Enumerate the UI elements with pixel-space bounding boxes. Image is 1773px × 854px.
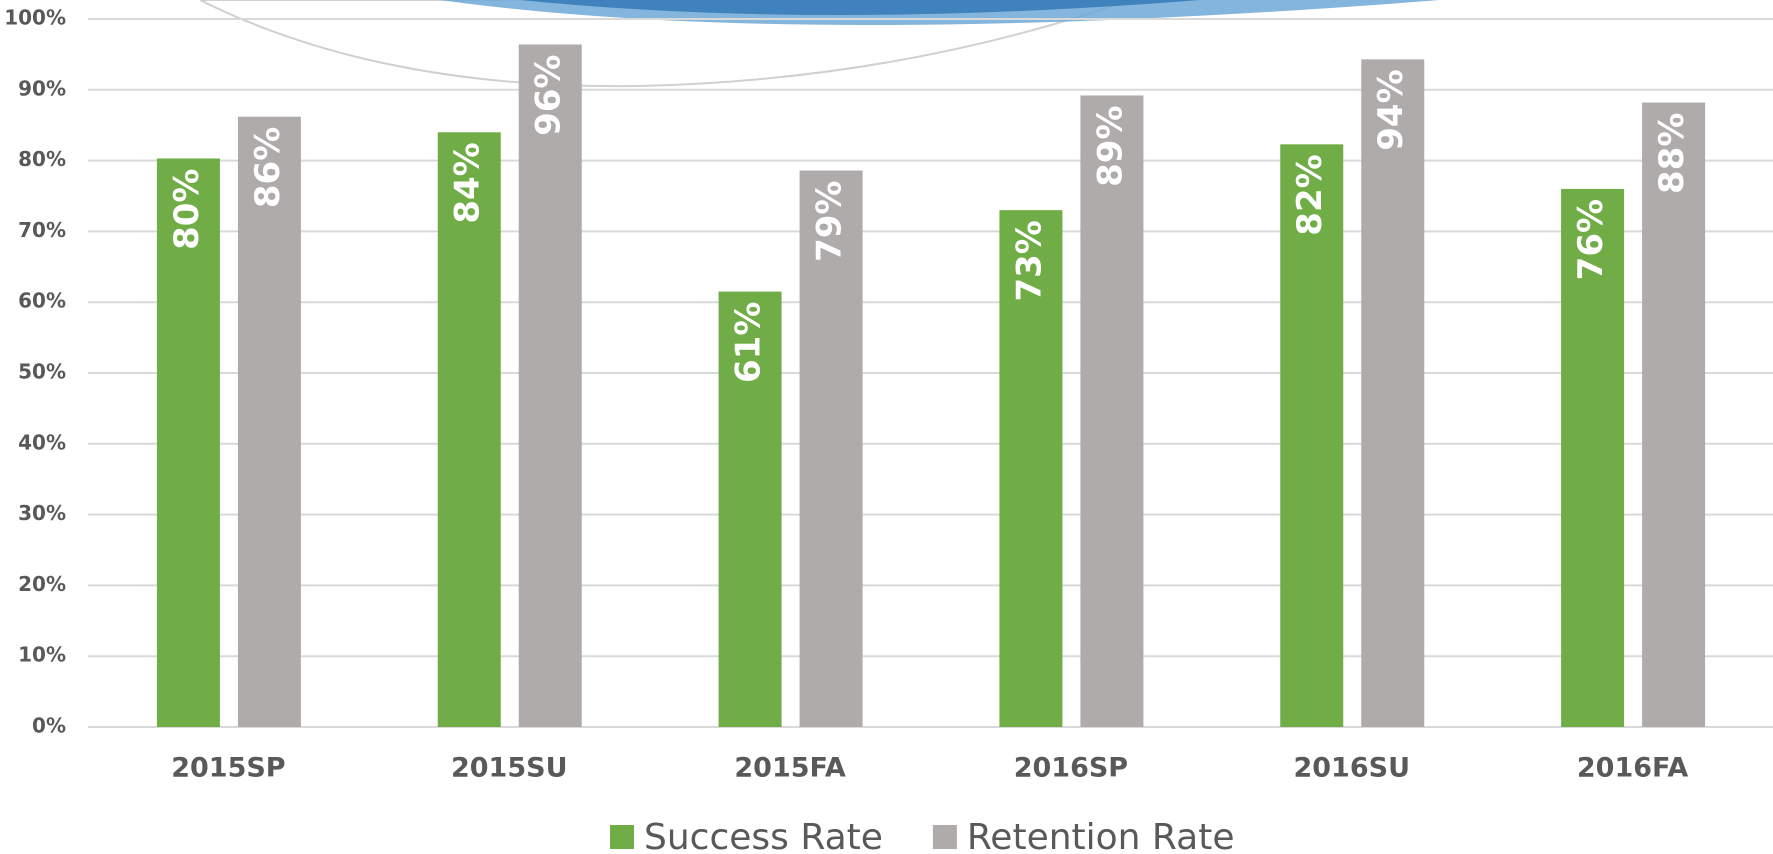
y-tick-label: 80%	[18, 147, 66, 171]
bar	[237, 116, 301, 728]
x-tick-label: 2016SU	[1293, 753, 1410, 784]
grid	[88, 18, 1773, 728]
y-tick-label: 60%	[18, 289, 66, 313]
data-label: 61%	[729, 302, 769, 383]
y-tick-label: 20%	[18, 572, 66, 596]
labels: 0% 10% 20% 30% 40% 50% 60% 70% 80% 90% 100% 2015SP 8…	[4, 6, 1692, 854]
bar	[518, 44, 582, 728]
bar	[1280, 144, 1344, 728]
legend-label: Success Rate	[644, 817, 883, 854]
x-tick-label: 2016SP	[1014, 753, 1128, 784]
y-tick-label: 90%	[18, 76, 66, 100]
data-label: 73%	[1009, 220, 1049, 301]
bar	[718, 291, 782, 727]
data-label: 79%	[810, 181, 850, 262]
legend-swatch	[610, 825, 634, 849]
data-label: 80%	[167, 168, 207, 249]
bar	[156, 158, 220, 727]
data-label: 76%	[1571, 199, 1611, 280]
bar	[1080, 95, 1144, 728]
bar	[437, 132, 501, 727]
data-label: 96%	[529, 54, 569, 135]
data-label: 89%	[1090, 105, 1130, 186]
bar	[1561, 188, 1625, 728]
data-label: 84%	[448, 142, 488, 223]
bar	[1642, 102, 1706, 727]
data-label: 86%	[248, 127, 288, 208]
y-tick-label: 70%	[18, 218, 66, 242]
x-tick-label: 2016FA	[1577, 753, 1688, 784]
x-tick-label: 2015SP	[171, 753, 285, 784]
x-tick-label: 2015SU	[451, 753, 568, 784]
data-label: 88%	[1652, 113, 1692, 194]
legend-label: Retention Rate	[967, 817, 1235, 854]
y-tick-label: 100%	[4, 6, 66, 30]
x-tick-label: 2015FA	[734, 753, 845, 784]
data-label: 82%	[1290, 154, 1330, 235]
y-tick-label: 10%	[18, 643, 66, 667]
bar	[1361, 59, 1425, 727]
data-label: 94%	[1371, 69, 1411, 150]
bars	[156, 44, 1706, 728]
y-tick-label: 0%	[32, 714, 66, 738]
y-tick-label: 30%	[18, 501, 66, 525]
bar	[999, 210, 1063, 727]
y-tick-label: 40%	[18, 430, 66, 454]
decoration	[199, 0, 1440, 88]
bar	[799, 170, 863, 728]
y-tick-label: 50%	[18, 360, 66, 384]
legend-swatch	[932, 825, 957, 849]
